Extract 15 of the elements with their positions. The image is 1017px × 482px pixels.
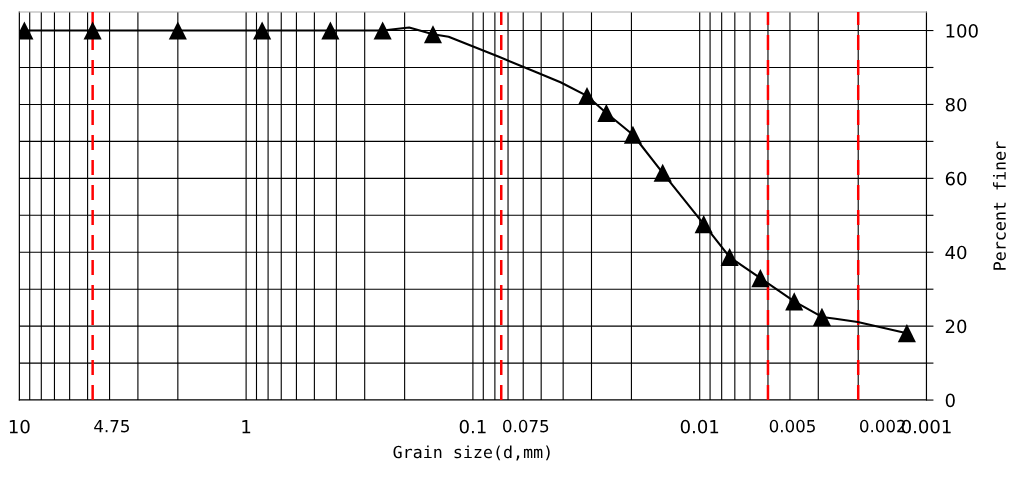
y-tick-label: 0 [945,393,955,408]
x-tick-label: 1 [242,420,251,434]
ref-line-label: 0.005 [769,419,815,433]
y-tick-label: 80 [945,97,967,112]
x-tick-label: 10 [9,419,30,434]
x-tick-label: 0.1 [459,419,486,434]
y-tick-label: 40 [945,245,967,260]
y-tick-label: 100 [946,23,978,38]
y-tick-label: 60 [945,171,967,186]
x-axis-title: Grain size(d,mm) [393,445,550,461]
ref-line-label: 4.75 [94,420,129,433]
x-tick-label: 0.01 [680,419,719,434]
y-tick-label: 20 [945,319,967,334]
y-axis-title: Percent finer [992,141,1006,270]
ref-line-label: 0.075 [503,419,549,433]
